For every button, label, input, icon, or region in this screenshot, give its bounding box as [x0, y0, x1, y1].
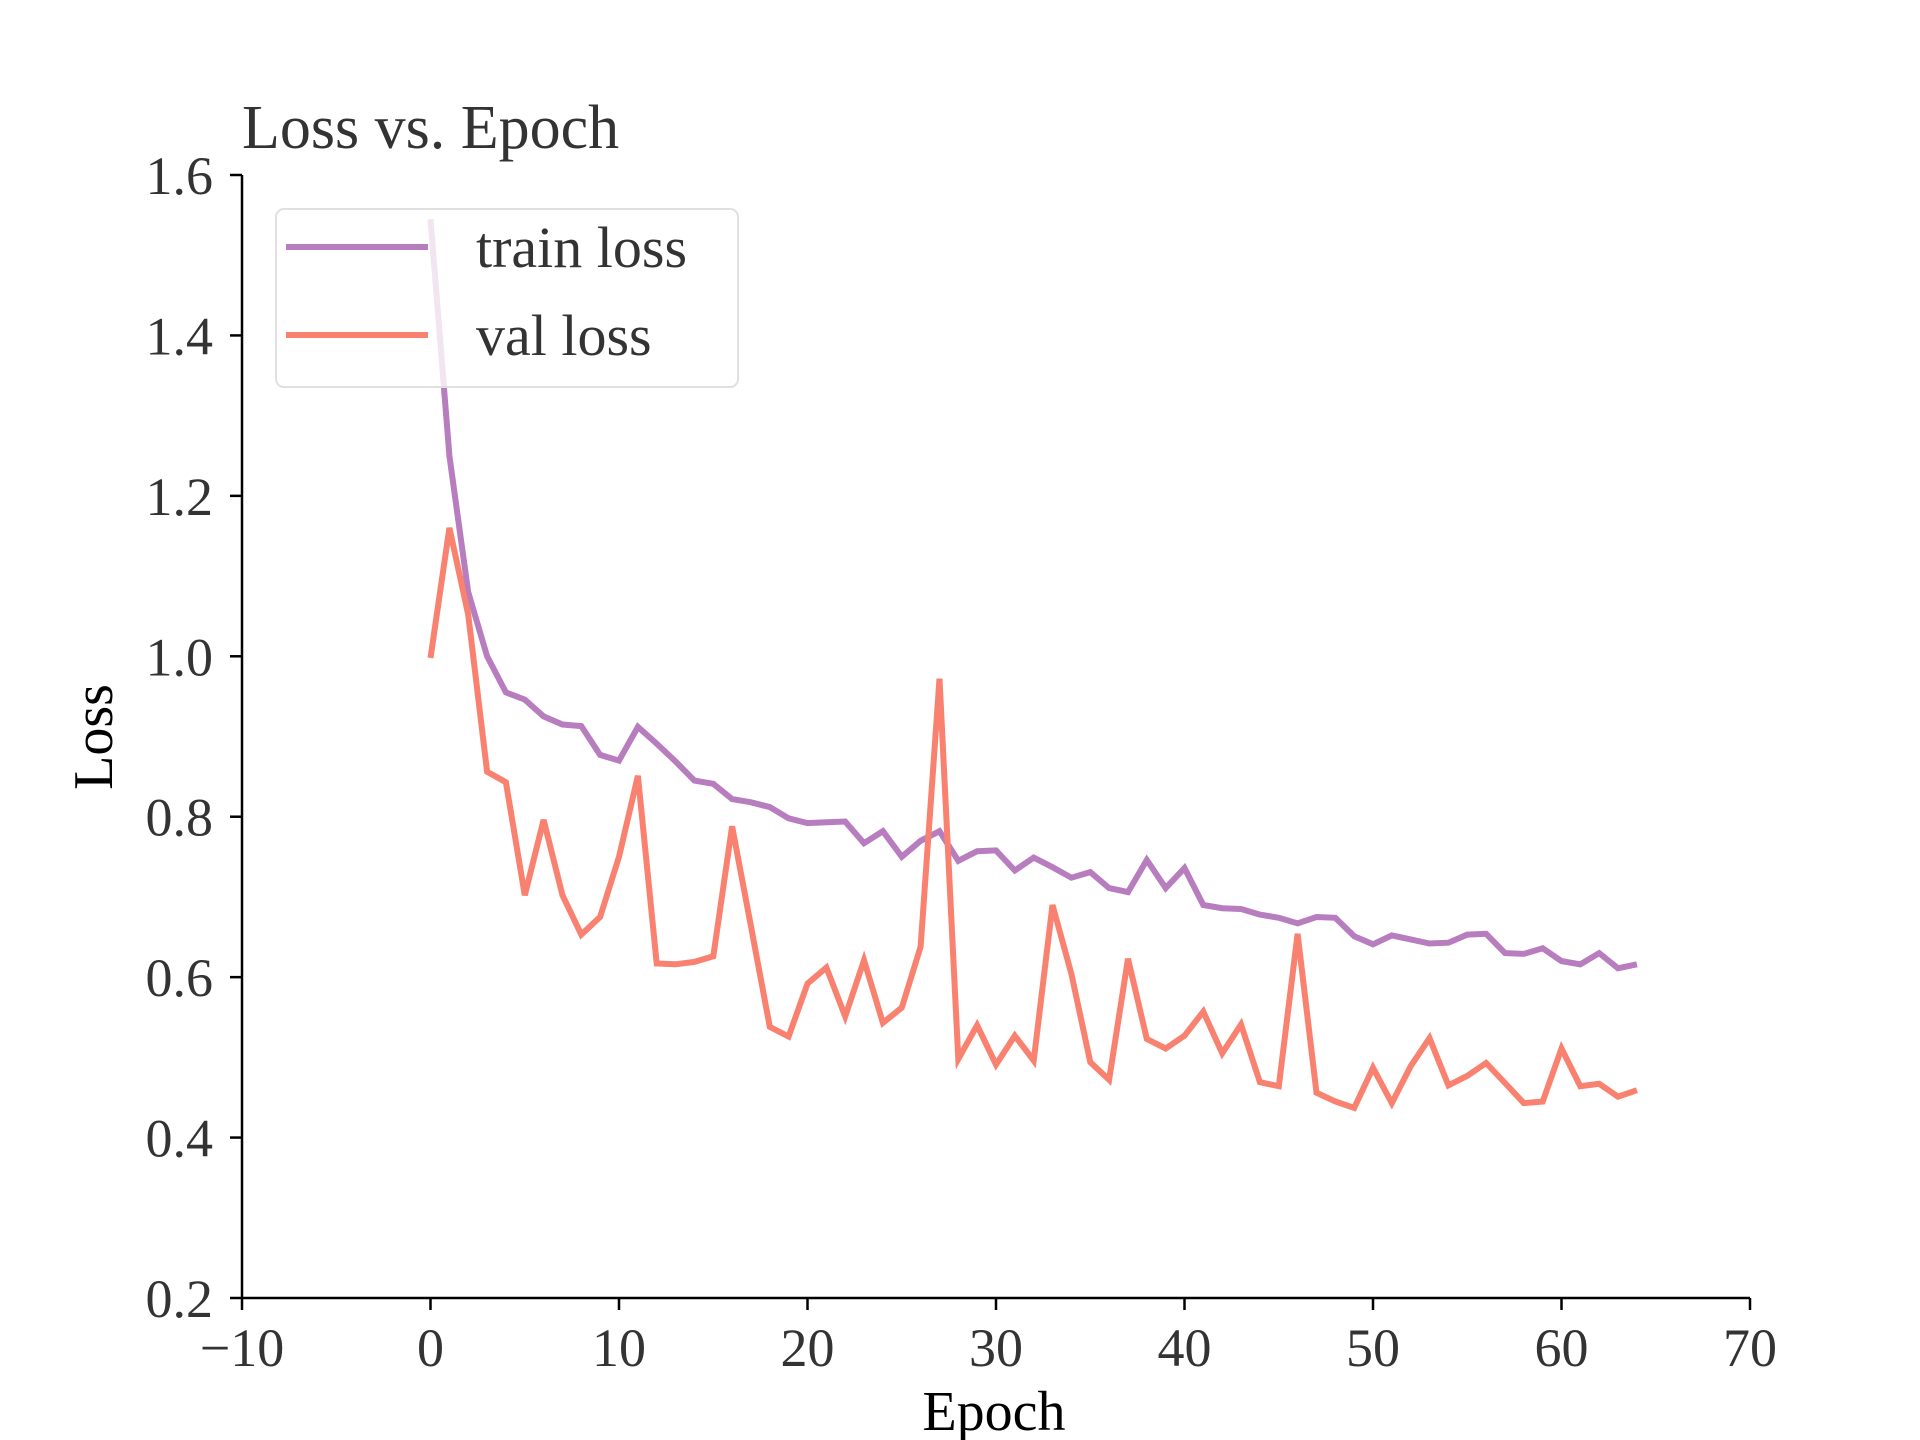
legend: train loss val loss — [275, 208, 739, 388]
legend-label-val-loss: val loss — [476, 303, 652, 368]
x-tick-label-70: 70 — [1723, 1318, 1777, 1378]
legend-frame — [275, 208, 739, 388]
x-axis-label: Epoch — [922, 1381, 1065, 1440]
y-tick-label-1-2: 1.2 — [146, 467, 214, 527]
series-line-valloss — [427, 527, 1638, 1112]
y-tick-label-1-6: 1.6 — [146, 146, 214, 206]
y-axis-ticks: 0.2 0.4 0.6 0.8 1.0 1.2 1.4 1.6 — [146, 146, 242, 1329]
y-tick-label-0-6: 0.6 — [146, 948, 214, 1008]
x-tick-label-20: 20 — [781, 1318, 835, 1378]
y-tick-label-0-4: 0.4 — [146, 1109, 214, 1169]
series-line-trainloss — [427, 218, 1638, 972]
y-tick-label-1-4: 1.4 — [146, 306, 214, 366]
x-tick-label-60: 60 — [1535, 1318, 1589, 1378]
x-tick-label-0: 0 — [417, 1318, 444, 1378]
x-axis-ticks: −10 0 10 20 30 40 50 60 70 — [200, 1298, 1777, 1378]
x-tick-label-minus-10: −10 — [200, 1318, 284, 1378]
y-tick-label-0-8: 0.8 — [146, 788, 214, 848]
x-tick-label-10: 10 — [592, 1318, 646, 1378]
x-tick-label-30: 30 — [969, 1318, 1023, 1378]
x-tick-label-50: 50 — [1346, 1318, 1400, 1378]
y-axis-label: Loss — [63, 684, 125, 790]
series-layer — [427, 218, 1638, 1112]
y-tick-label-0-2: 0.2 — [146, 1269, 214, 1329]
legend-label-train-loss: train loss — [476, 215, 687, 280]
y-tick-label-1-0: 1.0 — [146, 627, 214, 687]
x-tick-label-40: 40 — [1158, 1318, 1212, 1378]
chart-title: Loss vs. Epoch — [242, 94, 619, 162]
